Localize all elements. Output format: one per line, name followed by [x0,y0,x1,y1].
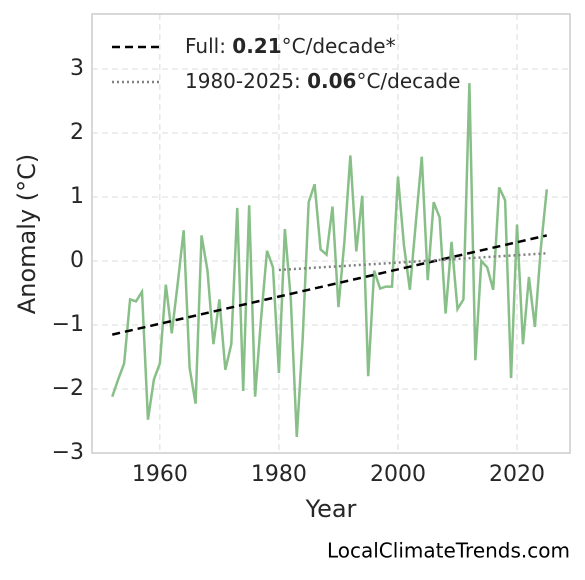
x-tick-label: 2000 [370,462,426,487]
legend-prefix: Full: [185,34,232,58]
watermark: LocalClimateTrends.com [327,539,570,563]
y-tick-label: −1 [52,312,84,337]
data-line [111,83,549,438]
legend-rate: 0.06 [307,69,356,93]
y-tick-label: 1 [70,184,84,209]
y-tick-label: 2 [70,120,84,145]
x-tick-label: 2020 [489,462,545,487]
legend-suffix: °C/decade* [282,34,396,58]
y-tick-label: 3 [70,56,84,81]
y-axis-label: Anomaly (°C) [13,154,41,314]
x-tick-label: 1960 [132,462,188,487]
plot-frame [91,13,571,454]
y-tick-label: 0 [70,248,84,273]
legend-label: 1980-2025: 0.06°C/decade [185,69,460,93]
y-tick-label: −3 [52,440,84,465]
x-tick-label: 1980 [251,462,307,487]
legend-rate: 0.21 [232,34,281,58]
y-tick-label: −2 [52,376,84,401]
legend-suffix: °C/decade [356,69,460,93]
legend-prefix: 1980-2025: [185,69,307,93]
trend-line [111,234,548,336]
legend-label: Full: 0.21°C/decade* [185,34,396,58]
x-axis-label: Year [305,495,357,523]
